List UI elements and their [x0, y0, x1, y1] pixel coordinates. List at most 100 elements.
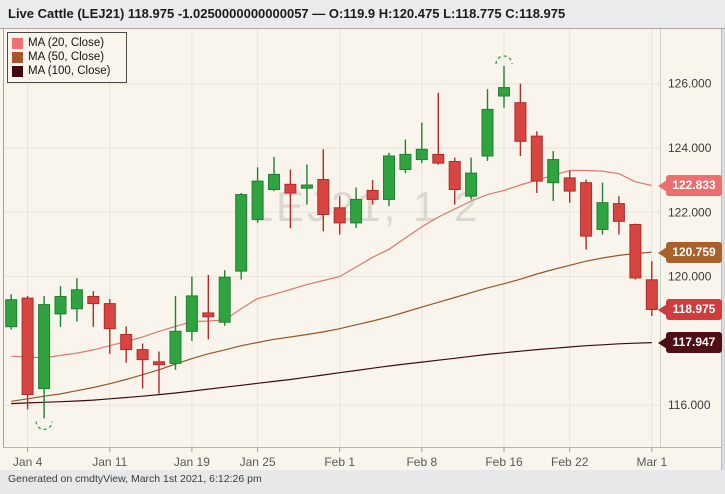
dashed-circle-high-annotation-icon	[495, 55, 513, 65]
candle-body	[432, 153, 445, 164]
candle-body	[103, 303, 116, 330]
candle[interactable]	[481, 89, 494, 161]
chart-area[interactable]: 126.000 124.000 122.000 120.000 116.000 Jan 4…	[0, 28, 725, 471]
candle[interactable]	[580, 179, 593, 250]
candle-body	[629, 224, 642, 279]
candle-body	[481, 108, 494, 157]
candle[interactable]	[300, 164, 313, 205]
candle[interactable]	[498, 66, 510, 108]
candle[interactable]	[169, 295, 182, 370]
candle-body	[136, 349, 149, 361]
candle[interactable]	[465, 157, 478, 200]
candle[interactable]	[87, 291, 100, 327]
candle[interactable]	[383, 152, 395, 207]
x-axis-label: Jan 11	[92, 455, 127, 469]
candle-body	[612, 203, 625, 222]
ma20-color-swatch-icon	[12, 37, 23, 49]
candle-body	[383, 155, 395, 200]
dashed-circle-low-annotation-icon	[35, 421, 53, 430]
candle-body	[153, 361, 165, 366]
candle-body	[333, 207, 346, 224]
candle[interactable]	[399, 139, 412, 174]
x-axis-label: Jan 4	[13, 455, 43, 469]
candle[interactable]	[21, 295, 34, 410]
legend-label: MA (50, Close)	[28, 51, 105, 63]
y-axis-label: 124.000	[668, 141, 712, 155]
y-axis-label: 122.000	[668, 205, 712, 219]
candle[interactable]	[54, 286, 67, 327]
candle[interactable]	[350, 187, 363, 229]
candle-body	[300, 184, 313, 189]
chart-title: Live Cattle (LEJ21) 118.975 -1.025000000…	[8, 6, 566, 21]
candle[interactable]	[629, 223, 642, 280]
candle[interactable]	[530, 131, 543, 193]
candle-body	[317, 179, 330, 215]
x-axis-label: Feb 22	[551, 455, 589, 469]
candle-body	[251, 180, 264, 220]
candle-body	[268, 173, 280, 190]
candle-body	[498, 87, 510, 97]
x-axis-label: Jan 19	[174, 455, 210, 469]
candle[interactable]	[235, 193, 248, 280]
candle[interactable]	[103, 299, 116, 354]
candle[interactable]	[547, 150, 560, 201]
candle[interactable]	[38, 295, 51, 419]
candle-body	[120, 334, 133, 351]
footer-text: Generated on cmdtyView, March 1st 2021, …	[8, 473, 262, 485]
price-badge-ma50: 120.759	[658, 242, 722, 263]
candle-body	[54, 296, 67, 315]
candle-body	[185, 295, 198, 332]
candle-body	[87, 296, 100, 305]
candle-body	[514, 102, 527, 142]
candle-body	[580, 182, 593, 237]
candle[interactable]	[5, 294, 18, 330]
footer-bar: Generated on cmdtyView, March 1st 2021, …	[0, 470, 725, 494]
candlestick-chart[interactable]: 126.000 124.000 122.000 120.000 116.000 Jan 4…	[0, 29, 725, 471]
candle[interactable]	[185, 276, 198, 341]
candle[interactable]	[333, 196, 346, 235]
candle[interactable]	[448, 157, 461, 205]
candle[interactable]	[596, 182, 609, 235]
ma-line	[11, 342, 652, 405]
candle[interactable]	[120, 326, 133, 363]
candle-body	[169, 330, 182, 364]
candle[interactable]	[218, 270, 231, 326]
candle-body	[415, 148, 428, 161]
candle[interactable]	[70, 278, 83, 322]
candle[interactable]	[415, 122, 428, 164]
price-badge-ma20: 122.833	[658, 175, 722, 196]
candle[interactable]	[645, 261, 658, 316]
candle[interactable]	[366, 180, 379, 205]
y-axis-label: 120.000	[668, 270, 712, 284]
legend-label: MA (20, Close)	[28, 37, 105, 49]
x-axis-label: Feb 16	[485, 455, 523, 469]
legend-item-ma100[interactable]: MA (100, Close)	[12, 64, 122, 78]
candle[interactable]	[202, 275, 215, 340]
legend-label: MA (100, Close)	[28, 65, 111, 77]
symbol-watermark: LEJ21, 1 2	[250, 183, 481, 230]
candle-body	[563, 177, 576, 192]
legend-item-ma20[interactable]: MA (20, Close)	[12, 36, 122, 50]
candle[interactable]	[268, 157, 280, 192]
candle-body	[38, 304, 51, 390]
candle-body	[530, 135, 543, 182]
candle[interactable]	[153, 351, 165, 394]
candle[interactable]	[514, 83, 527, 156]
candle[interactable]	[136, 343, 149, 389]
legend-item-ma50[interactable]: MA (50, Close)	[12, 50, 122, 64]
candle-body	[399, 153, 412, 171]
title-bar: Live Cattle (LEJ21) 118.975 -1.025000000…	[0, 0, 725, 28]
ma50-color-swatch-icon	[12, 51, 23, 63]
candle-body	[218, 276, 231, 323]
price-badge-last: 118.975	[658, 299, 722, 320]
ma-line	[11, 169, 652, 359]
candle[interactable]	[612, 196, 625, 235]
candle-body	[202, 312, 215, 318]
candle[interactable]	[432, 92, 445, 165]
candle[interactable]	[563, 171, 576, 203]
candle[interactable]	[251, 167, 264, 223]
candle[interactable]	[317, 149, 330, 232]
candle-body	[645, 279, 658, 311]
candle[interactable]	[284, 169, 297, 229]
